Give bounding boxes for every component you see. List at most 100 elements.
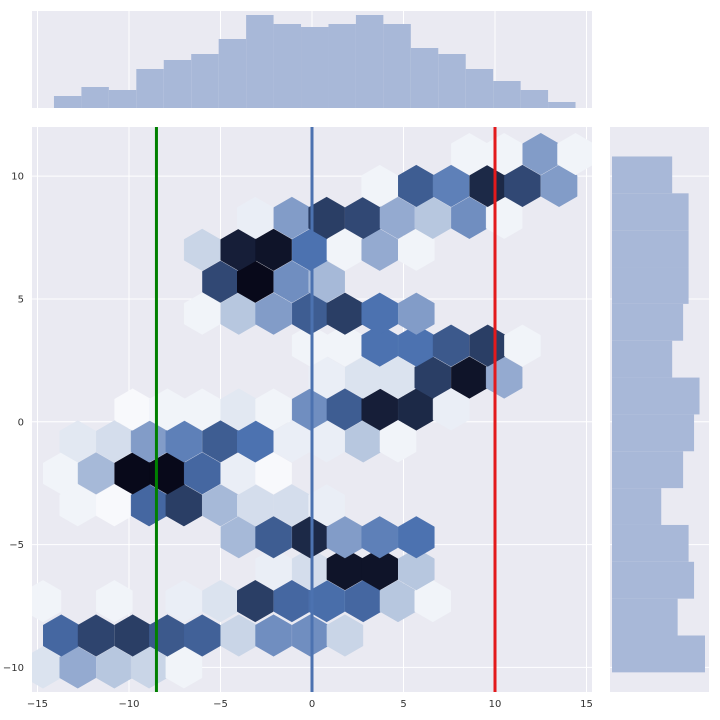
hexbin-cell <box>308 356 345 399</box>
x-marginal-bar <box>163 60 192 108</box>
hexbin-cell <box>255 548 292 591</box>
hexbin-cell <box>255 388 292 431</box>
hexbin-cell <box>77 614 115 657</box>
hexbin-cell <box>308 484 345 527</box>
hexbin-cell <box>96 580 133 623</box>
hexbin-cell <box>237 580 274 623</box>
y-marginal-bar <box>612 561 695 599</box>
x-marginal-bar <box>355 15 384 108</box>
y-marginal-bar <box>612 156 673 194</box>
hexbin-cell <box>432 164 470 208</box>
y-marginal-bar <box>612 488 662 525</box>
hexbin-cell <box>398 548 435 591</box>
y-marginal-bar <box>612 340 673 378</box>
x-tick-label: −10 <box>118 699 139 710</box>
hexbin-cell <box>59 484 97 527</box>
y-tick-label: 10 <box>11 172 24 183</box>
x-tick-label: 5 <box>400 699 406 710</box>
hexbin-cell <box>165 580 203 623</box>
x-marginal-bar <box>465 69 494 108</box>
hexbin-cell <box>183 228 221 271</box>
hexbin-cell <box>414 356 452 399</box>
hexbin-cell <box>308 260 345 303</box>
x-marginal-bar <box>438 54 466 108</box>
hexbin-cell <box>59 646 97 689</box>
hexbin-cell <box>540 164 578 208</box>
x-tick-label: 10 <box>489 699 502 710</box>
x-axis-tick-labels: −15 −10 −5 0 5 10 15 <box>27 699 593 710</box>
hexbin-cell <box>183 388 221 431</box>
hexbin-cell <box>237 196 274 239</box>
hexbin-cell <box>183 614 221 657</box>
y-axis-tick-labels: −10 −5 0 5 10 <box>3 172 24 674</box>
y-marginal-bar <box>612 451 684 489</box>
x-tick-label: −15 <box>27 699 48 710</box>
hexbin-plot-area <box>32 127 592 692</box>
hexbin-cell <box>414 580 452 623</box>
x-marginal-bar <box>81 87 109 108</box>
x-tick-label: 0 <box>309 699 315 710</box>
x-tick-label: 15 <box>580 699 593 710</box>
x-marginal-bar <box>548 102 576 108</box>
hexbin-cell <box>361 548 398 591</box>
hexbin-cell <box>361 164 398 208</box>
y-tick-label: −5 <box>9 540 24 551</box>
hexbin-cell <box>432 388 470 431</box>
hexbin-cell <box>77 452 115 495</box>
y-marginal-bar <box>612 267 689 304</box>
y-marginal-bar <box>612 598 678 636</box>
y-tick-label: −10 <box>3 663 24 674</box>
x-marginal-bar <box>53 96 82 108</box>
hexbin-cell <box>308 420 345 463</box>
x-marginal-bar <box>108 90 137 108</box>
x-tick-label: −5 <box>213 699 228 710</box>
x-marginal-bar <box>246 15 274 108</box>
hexbin-cell <box>361 388 398 431</box>
hexbin-cell <box>255 614 292 657</box>
hexbin-cell <box>504 164 541 208</box>
hexbin-cell <box>308 580 345 623</box>
hexbin-cell <box>398 228 435 271</box>
x-marginal-bar <box>520 90 549 108</box>
hexbin-cell <box>504 324 541 367</box>
y-marginal-bar <box>612 303 684 341</box>
hexbin-cell <box>237 484 274 527</box>
y-marginal-bar <box>612 193 689 231</box>
hexbin-cell <box>379 420 417 463</box>
y-marginal-bar <box>612 524 689 562</box>
hexbin-cell <box>255 228 292 271</box>
hexbin-cell <box>255 292 292 335</box>
y-marginal-histogram <box>610 127 709 692</box>
hexbin-cell <box>183 292 221 335</box>
hexbin-cell <box>361 516 398 559</box>
y-marginal-bar <box>612 414 695 452</box>
hexbin-cell <box>308 196 345 239</box>
x-marginal-bar <box>328 24 356 108</box>
hexbin-cell <box>361 228 398 271</box>
y-marginal-bar <box>612 635 705 673</box>
y-tick-label: 0 <box>18 417 24 428</box>
hexbin-layer <box>32 127 592 692</box>
x-marginal-histogram <box>32 11 592 108</box>
x-marginal-bar <box>493 81 521 108</box>
x-marginal-bar <box>301 27 329 108</box>
hexbin-cell <box>165 484 203 527</box>
x-marginal-bar <box>136 69 164 108</box>
hexbin-cell <box>165 420 203 463</box>
hexbin-cell <box>183 452 221 495</box>
hexbin-cell <box>237 420 274 463</box>
hexbin-cell <box>255 452 292 495</box>
x-marginal-bar <box>273 24 302 108</box>
y-marginal-bar <box>612 230 689 268</box>
hexbin-cell <box>414 196 452 239</box>
x-marginal-bar <box>191 54 219 108</box>
hexbin-cell <box>237 260 274 303</box>
hexbin-cell <box>59 420 97 463</box>
x-marginal-bar <box>383 24 411 108</box>
hexbin-cell <box>255 516 292 559</box>
x-marginal-bar <box>410 48 439 108</box>
hexbin-cell <box>361 292 398 335</box>
x-marginal-bar <box>218 39 247 108</box>
hexbin-cell <box>326 614 364 657</box>
